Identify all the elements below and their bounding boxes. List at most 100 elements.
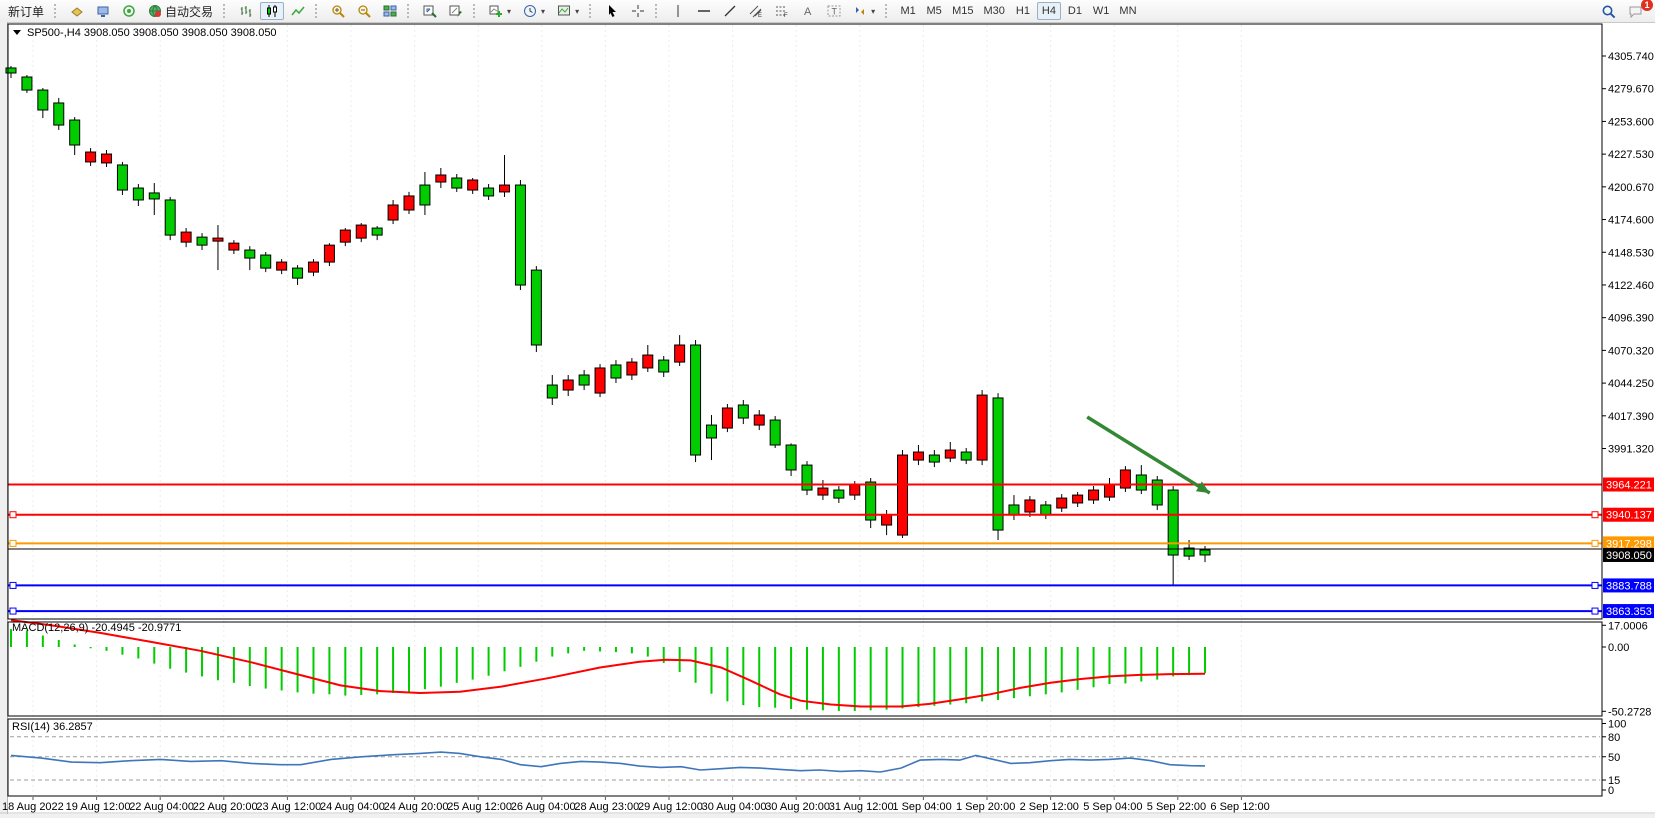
tile-windows-button[interactable]: [378, 2, 402, 20]
candle-down[interactable]: [658, 359, 670, 373]
candle-up[interactable]: [753, 414, 765, 426]
candle-up[interactable]: [387, 204, 399, 221]
candle-down[interactable]: [451, 177, 463, 189]
terminal-button[interactable]: [91, 2, 115, 20]
candle-down[interactable]: [244, 249, 256, 259]
candle-up[interactable]: [881, 514, 893, 526]
candle-down[interactable]: [992, 397, 1004, 531]
candle-up[interactable]: [499, 184, 511, 193]
line-chart-button[interactable]: [286, 2, 310, 20]
candle-up[interactable]: [944, 449, 956, 459]
candle-down[interactable]: [1151, 479, 1163, 506]
line-handle[interactable]: [9, 539, 17, 547]
candle-down[interactable]: [546, 384, 558, 399]
candle-down[interactable]: [1167, 489, 1179, 556]
candle-up[interactable]: [626, 361, 638, 376]
auto-trading-button[interactable]: 自动交易: [143, 2, 218, 20]
candle-down[interactable]: [53, 102, 65, 126]
candle-up[interactable]: [85, 151, 97, 163]
candle-down[interactable]: [483, 187, 495, 197]
bar-chart-button[interactable]: [234, 2, 258, 20]
candle-up[interactable]: [1103, 484, 1115, 498]
candle-down[interactable]: [132, 187, 144, 201]
candle-up[interactable]: [594, 367, 606, 394]
candle-down[interactable]: [21, 76, 33, 91]
candle-down[interactable]: [578, 374, 590, 386]
candle-down[interactable]: [690, 344, 702, 456]
candle-up[interactable]: [101, 153, 113, 164]
trend-arrow-head[interactable]: [1195, 481, 1210, 494]
candle-down[interactable]: [69, 119, 81, 146]
line-handle[interactable]: [1591, 539, 1599, 547]
new-order-button[interactable]: 新订单: [3, 2, 49, 20]
horizontal-line-button[interactable]: [692, 2, 716, 20]
candle-down[interactable]: [514, 184, 526, 286]
timeframe-w1[interactable]: W1: [1089, 2, 1114, 20]
candle-down[interactable]: [833, 489, 845, 499]
candle-up[interactable]: [276, 261, 288, 271]
candle-up[interactable]: [849, 484, 861, 496]
chart-area[interactable]: 3964.221 3940.137 3917.298 3883.788 3863.353…: [0, 22, 1655, 818]
timeframe-m15[interactable]: M15: [948, 2, 977, 20]
candle-up[interactable]: [817, 487, 829, 496]
candle-down[interactable]: [1199, 549, 1211, 556]
candle-up[interactable]: [721, 407, 733, 429]
vertical-line-button[interactable]: [666, 2, 690, 20]
candle-up[interactable]: [1056, 497, 1068, 509]
candle-up[interactable]: [467, 179, 479, 191]
candle-down[interactable]: [785, 444, 797, 471]
order-window-button[interactable]: [65, 2, 89, 20]
candle-down[interactable]: [37, 89, 49, 111]
candle-down[interactable]: [610, 364, 622, 379]
search-button[interactable]: [1596, 2, 1621, 20]
candle-up[interactable]: [1024, 499, 1036, 513]
line-handle[interactable]: [9, 581, 17, 589]
chart-title-dropdown-icon[interactable]: [13, 30, 21, 35]
candle-up[interactable]: [355, 224, 367, 239]
zoom-in-button[interactable]: [326, 2, 350, 20]
timeframe-h1[interactable]: H1: [1011, 2, 1035, 20]
candle-down[interactable]: [116, 164, 128, 191]
candle-up[interactable]: [307, 261, 319, 273]
candle-down[interactable]: [801, 464, 813, 491]
track-chart-button[interactable]: [444, 2, 468, 20]
trend-arrow-line[interactable]: [1086, 415, 1211, 495]
text-button[interactable]: A: [796, 2, 820, 20]
candle-down[interactable]: [260, 254, 272, 269]
shapes-button[interactable]: ▾: [848, 2, 880, 20]
text-label-button[interactable]: T: [822, 2, 846, 20]
timeframe-mn[interactable]: MN: [1115, 2, 1140, 20]
candle-up[interactable]: [642, 354, 654, 369]
notifications-button[interactable]: 1: [1623, 0, 1653, 20]
candle-down[interactable]: [960, 451, 972, 461]
candle-down[interactable]: [1008, 504, 1020, 516]
candle-up[interactable]: [180, 231, 192, 243]
zoom-out-button[interactable]: [352, 2, 376, 20]
candle-down[interactable]: [196, 236, 208, 246]
line-handle[interactable]: [9, 511, 17, 519]
line-handle[interactable]: [1591, 607, 1599, 615]
candle-up[interactable]: [403, 195, 415, 211]
candle-down[interactable]: [371, 227, 383, 236]
candle-up[interactable]: [435, 174, 447, 183]
timeframe-m1[interactable]: M1: [896, 2, 920, 20]
fibonacci-button[interactable]: F: [770, 2, 794, 20]
candle-up[interactable]: [339, 229, 351, 243]
line-handle[interactable]: [1591, 511, 1599, 519]
candle-down[interactable]: [419, 184, 431, 206]
candlestick-button[interactable]: [260, 2, 285, 20]
candle-up[interactable]: [212, 237, 224, 242]
candle-down[interactable]: [148, 192, 160, 200]
new-chart-button[interactable]: ▾: [484, 2, 516, 20]
candle-up[interactable]: [897, 454, 909, 536]
timeframe-d1[interactable]: D1: [1063, 2, 1087, 20]
timeframe-h4[interactable]: H4: [1036, 2, 1061, 20]
candle-down[interactable]: [928, 454, 940, 463]
period-button[interactable]: ▾: [518, 2, 550, 20]
channel-button[interactable]: E: [744, 2, 768, 20]
candle-down[interactable]: [1183, 547, 1195, 557]
line-handle[interactable]: [1591, 581, 1599, 589]
candle-down[interactable]: [865, 481, 877, 521]
template-button[interactable]: ▾: [552, 2, 584, 20]
candle-down[interactable]: [737, 404, 749, 419]
